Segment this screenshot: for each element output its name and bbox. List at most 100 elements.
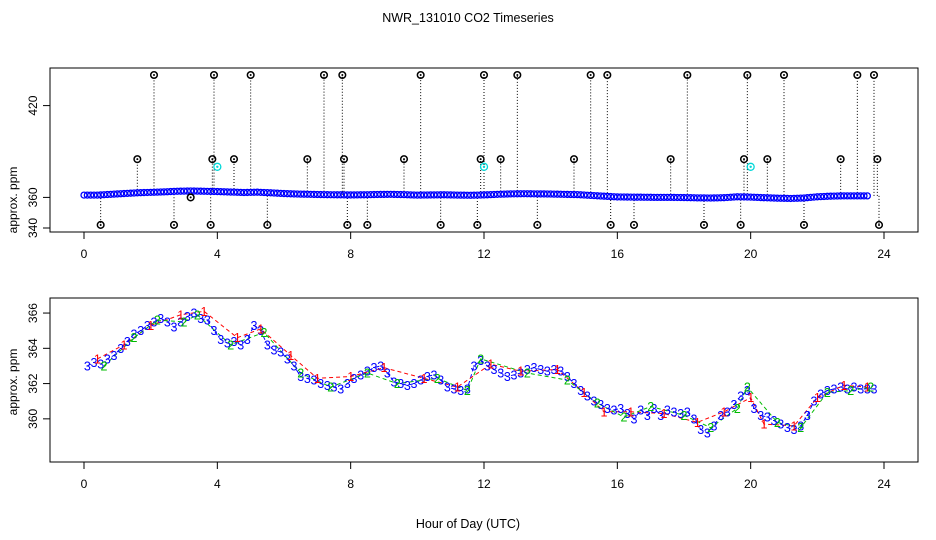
data-point [297, 190, 305, 198]
outlier-point-center [249, 74, 252, 76]
data-point [597, 192, 605, 200]
data-point-label: 2 [867, 381, 874, 395]
data-point-label: 3 [157, 312, 164, 326]
data-point-label: 3 [491, 363, 498, 377]
outlier-point-center [633, 223, 635, 226]
data-point [137, 189, 145, 197]
data-point [217, 188, 225, 196]
data-point [420, 191, 428, 199]
data-point-label: 3 [617, 402, 624, 416]
data-point-label: 3 [84, 359, 91, 373]
data-point [557, 190, 565, 198]
data-point-label: 3 [444, 381, 451, 395]
outlier-point [473, 220, 482, 229]
data-point [177, 187, 185, 195]
data-point-label: 3 [304, 372, 311, 386]
data-point [210, 187, 218, 196]
data-point [530, 190, 538, 198]
data-point [197, 187, 205, 195]
data-point [107, 190, 115, 198]
data-point [583, 191, 591, 199]
data-point [563, 190, 571, 199]
data-point-label: 3 [757, 409, 764, 423]
data-point-label: 3 [577, 384, 584, 398]
data-point [843, 192, 851, 200]
data-point [503, 190, 511, 198]
data-point [97, 191, 105, 199]
data-point [407, 191, 415, 199]
x-tick-label: 24 [877, 247, 891, 261]
data-point-label: 3 [311, 374, 318, 388]
data-point [860, 192, 868, 200]
data-point-label: 3 [97, 358, 104, 372]
data-point [233, 188, 241, 196]
data-point-label: 3 [724, 405, 731, 419]
outlier-point-center [856, 74, 859, 76]
data-point [550, 190, 558, 198]
outlier-point [476, 155, 485, 164]
data-point [350, 191, 358, 199]
data-point [680, 193, 688, 202]
data-point [693, 194, 701, 202]
data-point-label: 2 [101, 359, 108, 373]
data-point [717, 194, 725, 202]
data-point-label: 3 [151, 315, 158, 329]
data-point [100, 191, 108, 199]
outlier-point-center [573, 158, 575, 161]
outlier-point-center [211, 158, 214, 161]
bottom-x-axis: 0 4 8 12 16 20 24 [81, 462, 891, 491]
x-tick-label: 20 [744, 247, 758, 261]
data-point [770, 194, 778, 202]
data-point-label: 2 [621, 411, 628, 425]
y-tick-label: 360 [26, 187, 40, 207]
data-point-label: 3 [777, 418, 784, 432]
data-point [660, 193, 668, 202]
data-point [333, 191, 341, 199]
outlier-point [208, 155, 217, 164]
data-point [647, 193, 655, 201]
data-point [757, 193, 765, 202]
data-point [143, 188, 151, 197]
data-point [147, 188, 155, 197]
data-point [777, 194, 785, 202]
outlier-point-center [439, 223, 442, 226]
data-point [290, 190, 298, 198]
data-point [637, 193, 645, 201]
data-point [383, 190, 391, 199]
data-point-label: 3 [344, 377, 351, 391]
data-point [173, 187, 181, 195]
top-outlier-stems [100, 75, 880, 225]
data-point-label: 3 [351, 372, 358, 386]
data-point-label: 1 [314, 372, 321, 386]
data-point-label: 3 [464, 382, 471, 396]
data-point-label: 2 [524, 367, 531, 381]
data-point [593, 192, 601, 200]
data-point-label: 3 [571, 377, 578, 391]
y-tick-label: 360 [26, 409, 40, 429]
data-point [207, 187, 215, 196]
outlier-point [436, 220, 445, 229]
data-point-label: 3 [91, 356, 98, 370]
data-point-label: 3 [604, 402, 611, 416]
data-point [170, 187, 178, 196]
outlier-point [763, 155, 772, 164]
outlier-point [303, 155, 312, 164]
outlier-point-center [783, 74, 785, 76]
data-point [463, 191, 471, 199]
data-point [213, 162, 222, 171]
data-point [157, 188, 165, 196]
data-point-label: 3 [731, 398, 738, 412]
data-point [853, 192, 861, 200]
data-point [657, 193, 665, 202]
data-point-label: 3 [744, 384, 751, 398]
data-point [480, 191, 488, 199]
y-tick-label: 364 [26, 338, 40, 358]
data-point [493, 190, 501, 198]
outlier-point [699, 220, 709, 229]
data-point [393, 190, 401, 199]
data-point [117, 190, 125, 198]
outlier-point-center [306, 158, 309, 161]
data-point [397, 190, 405, 199]
outlier-point [338, 70, 347, 80]
